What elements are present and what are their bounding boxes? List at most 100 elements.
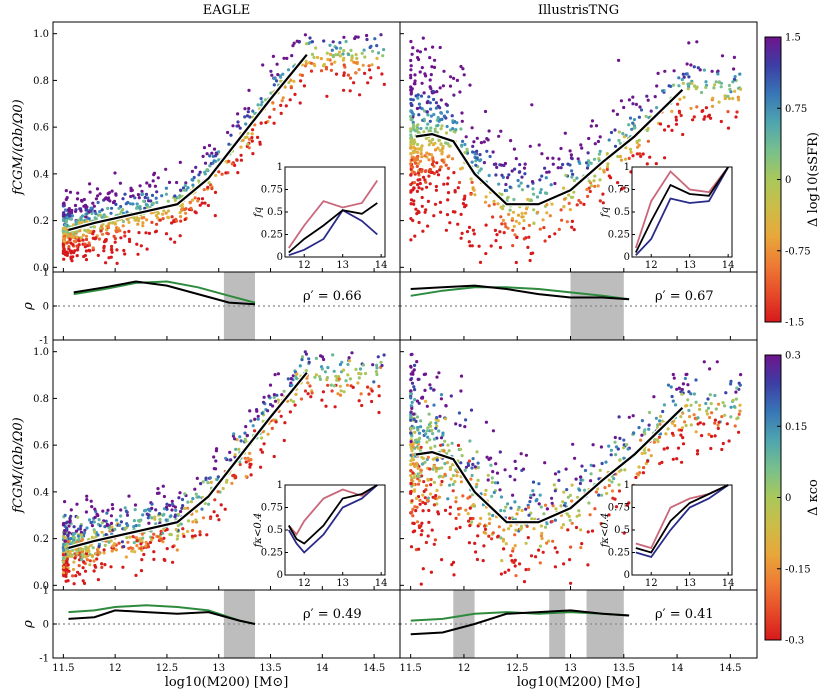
inset-line-low [288,209,378,257]
data-point [253,123,257,127]
data-point [230,481,234,485]
shaded-region [570,272,624,340]
data-point [63,250,67,254]
data-point [206,203,210,208]
inset-x-tick-label: 13 [683,578,696,589]
data-point [61,229,65,233]
data-point [485,149,489,153]
data-point [537,548,541,552]
data-point [438,86,442,90]
data-point [207,502,211,506]
data-point [155,222,159,226]
data-point [614,505,619,509]
panel-title: EAGLE [203,3,250,18]
x-tick-label: 14 [316,663,329,674]
data-point [622,135,626,139]
data-point [428,78,432,82]
data-point [157,511,162,516]
data-point [354,71,358,75]
data-point [625,503,630,507]
data-point [719,81,724,85]
data-point [583,488,587,492]
data-point [431,89,435,93]
data-point [211,161,215,165]
data-point [434,494,438,498]
data-point [413,234,417,238]
data-point [670,128,674,132]
data-point [158,517,162,521]
data-point [449,75,453,79]
data-point [279,111,283,115]
data-point [522,166,527,170]
data-point [702,117,706,121]
data-point [732,67,736,71]
data-point [636,145,640,149]
data-point [609,448,614,452]
data-point [287,80,291,84]
data-point [65,196,69,200]
data-point [465,230,470,234]
data-point [617,489,622,493]
data-point [409,389,413,393]
data-point [62,532,66,536]
data-point [486,138,490,142]
data-point [491,215,495,219]
data-point [102,240,107,244]
data-point [106,508,110,512]
data-point [78,229,82,233]
data-point [412,458,416,462]
data-point [716,69,720,73]
data-point [466,496,470,500]
data-point [409,459,413,463]
data-point [479,141,483,145]
inset-y-tick-label: 0.5 [267,207,283,218]
data-point [510,559,514,563]
data-point [416,96,420,100]
data-point [351,385,355,389]
data-point [342,390,346,394]
data-point [347,356,351,360]
data-point [174,508,178,512]
data-point [454,128,458,132]
data-point [275,79,279,83]
data-point [228,450,232,454]
data-point [444,228,448,232]
data-point [65,230,69,234]
data-point [511,210,516,214]
data-point [208,476,212,480]
data-point [508,208,512,212]
data-point [729,379,733,383]
rho-axis-label: ρ [21,302,36,311]
data-point [607,478,611,482]
data-point [706,114,711,118]
data-point [332,369,336,373]
data-point [436,123,440,127]
data-point [96,194,100,198]
data-point [409,140,413,144]
data-point [68,237,72,241]
data-point [150,502,154,506]
data-point [121,208,125,212]
data-point [418,436,422,440]
data-point [102,551,106,555]
data-point [221,486,225,491]
data-point [443,417,448,421]
data-point [704,85,708,89]
data-point [303,33,307,37]
data-point [658,432,663,436]
data-point [421,500,425,504]
data-point [454,500,458,504]
data-point [505,188,509,193]
data-point [249,458,253,462]
data-point [100,208,104,212]
data-point [97,237,101,241]
data-point [456,443,461,447]
data-point [162,209,166,213]
data-point [161,484,165,488]
data-point [179,509,183,514]
data-point [418,502,422,506]
data-point [607,444,611,448]
data-point [640,451,644,455]
data-point [487,204,491,208]
data-point [65,526,69,531]
